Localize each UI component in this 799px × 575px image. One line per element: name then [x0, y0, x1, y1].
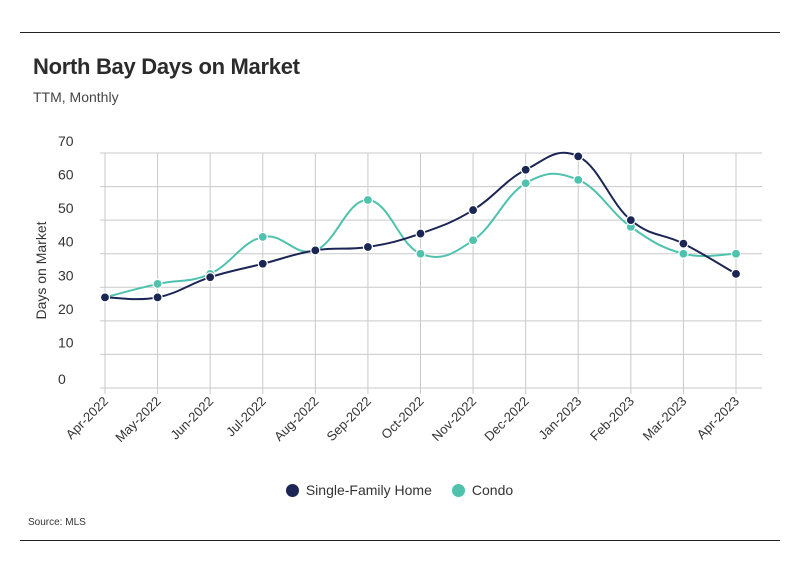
y-tick-label: 60	[58, 167, 74, 183]
bottom-rule	[20, 540, 780, 541]
data-point-condo	[257, 231, 268, 243]
chart-subtitle: TTM, Monthly	[33, 89, 119, 105]
data-point-condo	[152, 278, 163, 290]
legend-item-single-family: Single-Family Home	[285, 482, 432, 498]
x-tick-label: May-2022	[112, 394, 163, 445]
x-tick-label: Mar-2023	[640, 394, 690, 444]
data-point-condo	[678, 248, 689, 259]
legend-item-condo: Condo	[451, 482, 514, 498]
y-tick-label: 30	[58, 267, 74, 283]
data-point-condo	[362, 194, 374, 206]
x-tick-label: Aug-2022	[271, 394, 321, 444]
x-tick-label: Oct-2022	[378, 394, 426, 442]
x-tick-label: Sep-2022	[324, 394, 374, 444]
chart-title: North Bay Days on Market	[33, 54, 300, 79]
x-tick-label: Dec-2022	[481, 394, 531, 444]
y-tick-label: 20	[58, 301, 74, 317]
data-point-single-family	[310, 245, 321, 256]
data-point-single-family	[362, 241, 374, 253]
data-point-single-family	[625, 215, 636, 226]
y-axis-label: Days on Market	[33, 221, 49, 319]
data-point-single-family	[573, 151, 584, 162]
data-point-single-family	[678, 238, 689, 249]
data-point-condo	[730, 248, 742, 259]
legend-label-single-family: Single-Family Home	[305, 482, 432, 498]
y-tick-label: 70	[58, 133, 74, 149]
data-point-condo	[573, 174, 584, 185]
source-note: Source: MLS	[28, 517, 86, 528]
top-rule	[20, 32, 780, 33]
data-point-single-family	[99, 292, 111, 303]
data-point-condo	[467, 235, 479, 246]
y-tick-label: 50	[58, 200, 74, 216]
data-point-condo	[415, 248, 426, 259]
data-point-condo	[520, 178, 531, 189]
y-tick-label: 10	[58, 334, 74, 350]
data-point-single-family	[467, 204, 479, 216]
data-point-single-family	[257, 258, 268, 269]
y-tick-label: 40	[58, 234, 74, 250]
x-tick-label: Jul-2022	[223, 394, 269, 440]
data-point-single-family	[205, 272, 216, 283]
data-point-single-family	[520, 164, 531, 175]
legend-marker-condo	[451, 483, 465, 497]
legend-marker-single-family	[285, 483, 299, 497]
chart-legend: Single-Family Home Condo	[0, 482, 799, 498]
y-tick-label: 0	[58, 371, 66, 387]
x-tick-label: Jun-2022	[167, 394, 216, 443]
data-point-single-family	[152, 292, 163, 303]
x-tick-label: Nov-2022	[429, 394, 479, 444]
x-tick-label: Apr-2023	[694, 394, 742, 442]
x-tick-label: Feb-2023	[587, 394, 637, 444]
data-point-single-family	[730, 268, 742, 279]
legend-label-condo: Condo	[471, 482, 514, 498]
x-tick-label: Apr-2022	[63, 394, 111, 442]
x-tick-label: Jan-2023	[535, 394, 584, 443]
data-point-single-family	[415, 228, 426, 239]
